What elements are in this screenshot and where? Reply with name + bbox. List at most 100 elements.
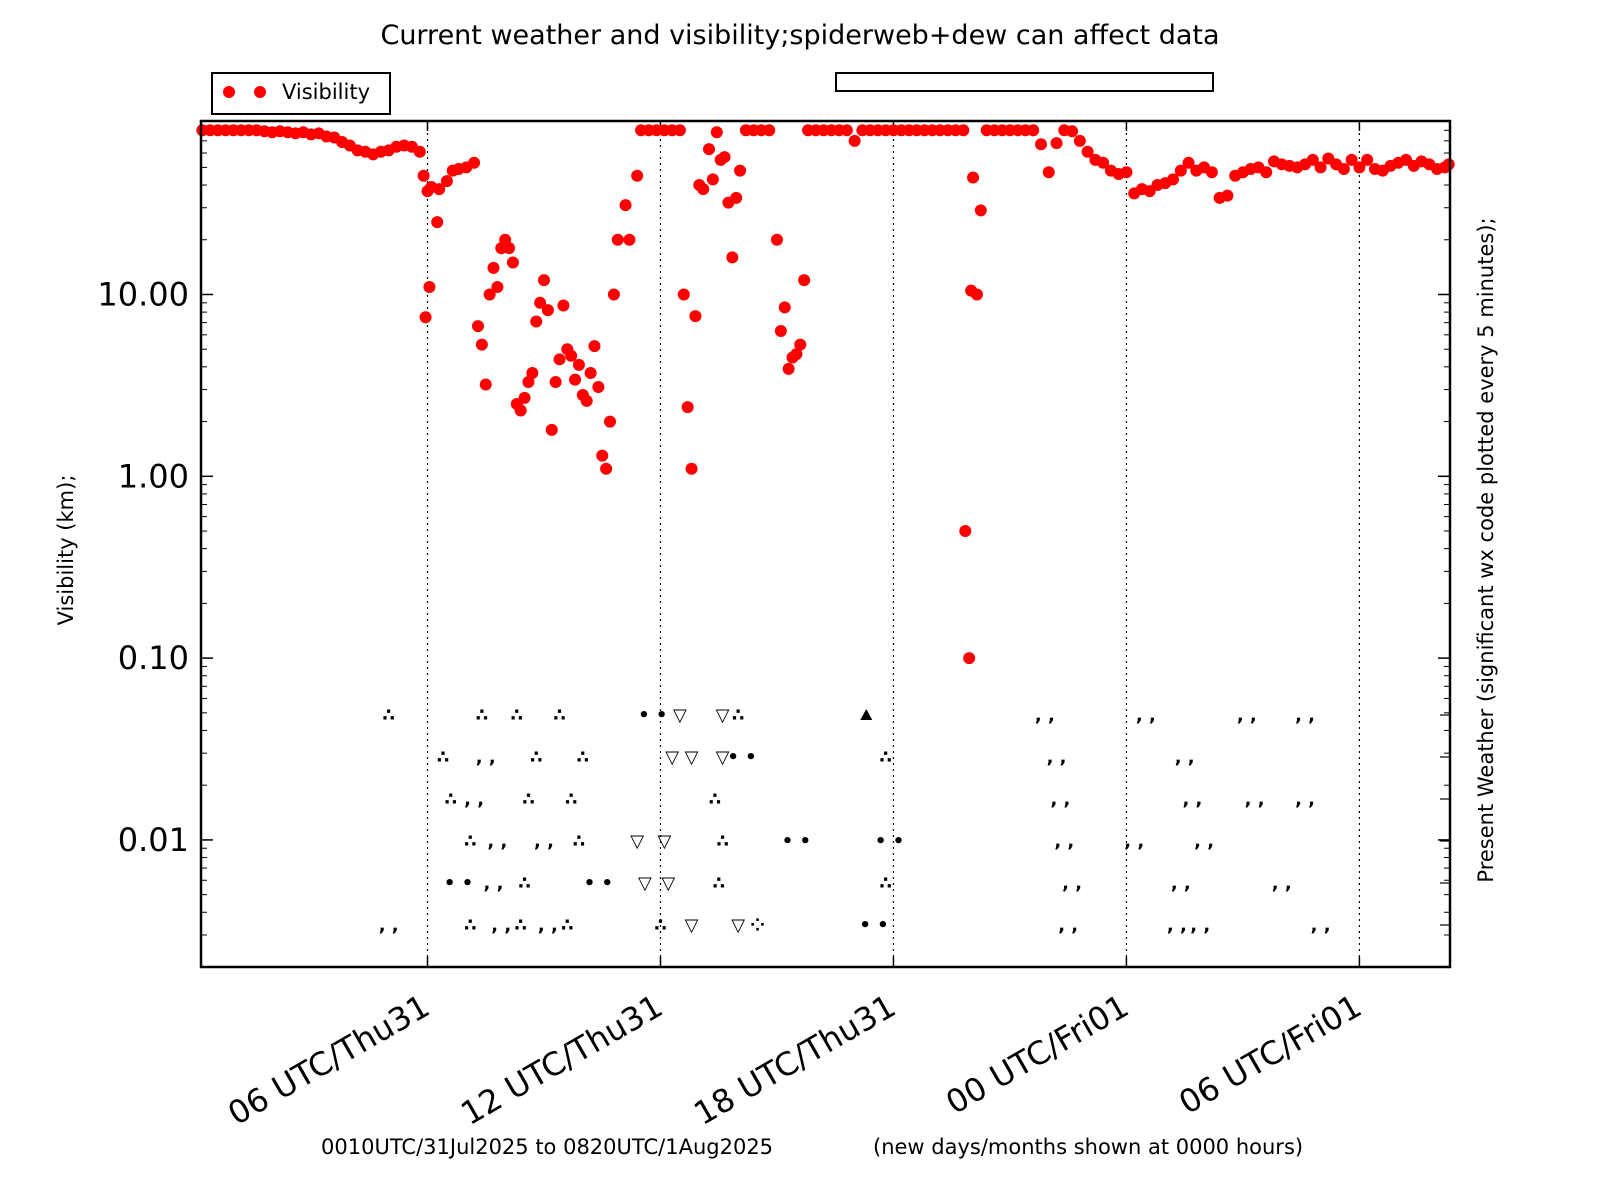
visibility-point: [959, 525, 972, 538]
visibility-point: [1167, 173, 1180, 186]
visibility-point: [1345, 153, 1358, 166]
visibility-point: [734, 164, 747, 177]
visibility-point: [1097, 156, 1110, 169]
visibility-point: [726, 251, 739, 264]
visibility-point: [600, 462, 613, 475]
visibility-point: [607, 288, 620, 301]
wx-symbol-comma2: , ,: [1058, 915, 1078, 936]
wx-symbol-shower: ▽: [731, 915, 745, 936]
legend-box: [211, 72, 391, 115]
visibility-point: [611, 233, 624, 246]
visibility-point: [778, 301, 791, 314]
legend-label: Visibility: [282, 80, 370, 104]
plot-frame: [199, 119, 1452, 969]
visibility-point: [718, 151, 731, 164]
wx-symbol-dot2: • •: [584, 873, 613, 894]
y-tick-label: 0.10: [118, 639, 189, 677]
visibility-point: [963, 652, 976, 665]
wx-symbol-comma2: , ,: [1171, 873, 1191, 894]
visibility-point: [706, 173, 719, 186]
wx-symbol-dot3: ∴: [464, 915, 477, 936]
visibility-point: [770, 233, 783, 246]
visibility-point: [1353, 161, 1366, 174]
wx-symbol-dot3: ∴: [879, 747, 892, 768]
y-tick-label: 1.00: [118, 457, 189, 495]
wx-symbol-comma2: , ,: [1167, 915, 1187, 936]
visibility-point: [703, 143, 716, 156]
visibility-point: [592, 380, 605, 393]
x-tick-label: 06 UTC/Thu31: [221, 987, 436, 1133]
wx-symbol-shower: ▽: [665, 747, 679, 768]
wx-symbol-comma2: , ,: [1194, 831, 1214, 852]
wx-symbol-comma2: , ,: [1190, 915, 1210, 936]
visibility-point: [475, 338, 488, 351]
visibility-point: [479, 378, 492, 391]
x-tick-label: 00 UTC/Fri01: [939, 987, 1135, 1122]
y-tick-label: 10.00: [97, 275, 189, 313]
wx-symbol-dot3: ∴: [561, 915, 574, 936]
wx-symbol-dot2: • •: [859, 915, 888, 936]
visibility-point: [534, 296, 547, 309]
wx-symbol-comma2: , ,: [379, 915, 399, 936]
visibility-point: [782, 362, 795, 375]
visibility-point: [557, 299, 570, 312]
visibility-point: [419, 311, 432, 324]
visibility-point: [763, 124, 776, 137]
visibility-point: [584, 366, 597, 379]
y-axis-label-right: Present Weather (significant wx code plo…: [1474, 217, 1498, 882]
visibility-point: [1050, 137, 1063, 150]
visibility-point: [530, 315, 543, 328]
visibility-point: [1182, 156, 1195, 169]
visibility-point: [545, 423, 558, 436]
visibility-point: [491, 280, 504, 293]
wx-symbol-dot3: ∴: [712, 873, 725, 894]
wx-symbol-comma2: , ,: [1272, 873, 1292, 894]
wx-symbol-dot3: ∴: [511, 705, 524, 726]
empty-legend-box: [835, 72, 1214, 92]
legend-marker-1: [223, 86, 235, 98]
visibility-point: [417, 169, 430, 182]
wx-symbol-comma2: , ,: [1035, 705, 1055, 726]
wx-symbol-shower: ▽: [685, 747, 699, 768]
visibility-point: [840, 124, 853, 137]
visibility-point: [514, 404, 527, 417]
visibility-point: [957, 124, 970, 137]
y-axis-label: Visibility (km);: [54, 475, 78, 626]
wx-symbol-dot3: ∴: [716, 831, 729, 852]
wx-symbol-dot2: • •: [444, 873, 473, 894]
wx-symbol-dot2: • •: [727, 747, 756, 768]
visibility-point: [1314, 161, 1327, 174]
visibility-point: [1361, 153, 1374, 166]
wx-symbol-dot3: ∴: [553, 705, 566, 726]
visibility-point: [974, 204, 987, 217]
visibility-point: [774, 324, 787, 337]
visibility-point: [798, 274, 811, 287]
visibility-point: [596, 449, 609, 462]
wx-symbol-shower: ▽: [673, 705, 687, 726]
wx-symbol-shower: ▽: [638, 873, 652, 894]
visibility-point: [619, 199, 632, 212]
wx-symbol-comma2: , ,: [1237, 705, 1257, 726]
visibility-point: [565, 349, 578, 362]
visibility-point: [503, 242, 516, 255]
wx-symbol-dot3: ∴: [879, 873, 892, 894]
x-tick-label: 18 UTC/Thu31: [687, 987, 902, 1133]
wx-symbol-shower: ▽: [716, 705, 730, 726]
visibility-point: [681, 401, 694, 414]
wx-symbol-comma2: , ,: [534, 831, 554, 852]
visibility-point: [553, 353, 566, 366]
visibility-point: [588, 340, 601, 353]
wx-symbol-comma2: , ,: [1050, 789, 1070, 810]
visibility-point: [710, 126, 723, 139]
wx-symbol-dot3: ∴: [514, 915, 527, 936]
wx-symbol-dot2: • •: [638, 705, 667, 726]
visibility-point: [572, 358, 585, 371]
visibility-point: [604, 415, 617, 428]
wx-symbol-dot3: ∴: [530, 747, 543, 768]
wx-symbol-comma2: , ,: [1175, 747, 1195, 768]
visibility-point: [1066, 125, 1079, 138]
visibility-point: [967, 171, 980, 184]
visibility-point: [689, 310, 702, 323]
visibility-point: [483, 288, 496, 301]
wx-symbol-comma2: , ,: [1124, 831, 1144, 852]
